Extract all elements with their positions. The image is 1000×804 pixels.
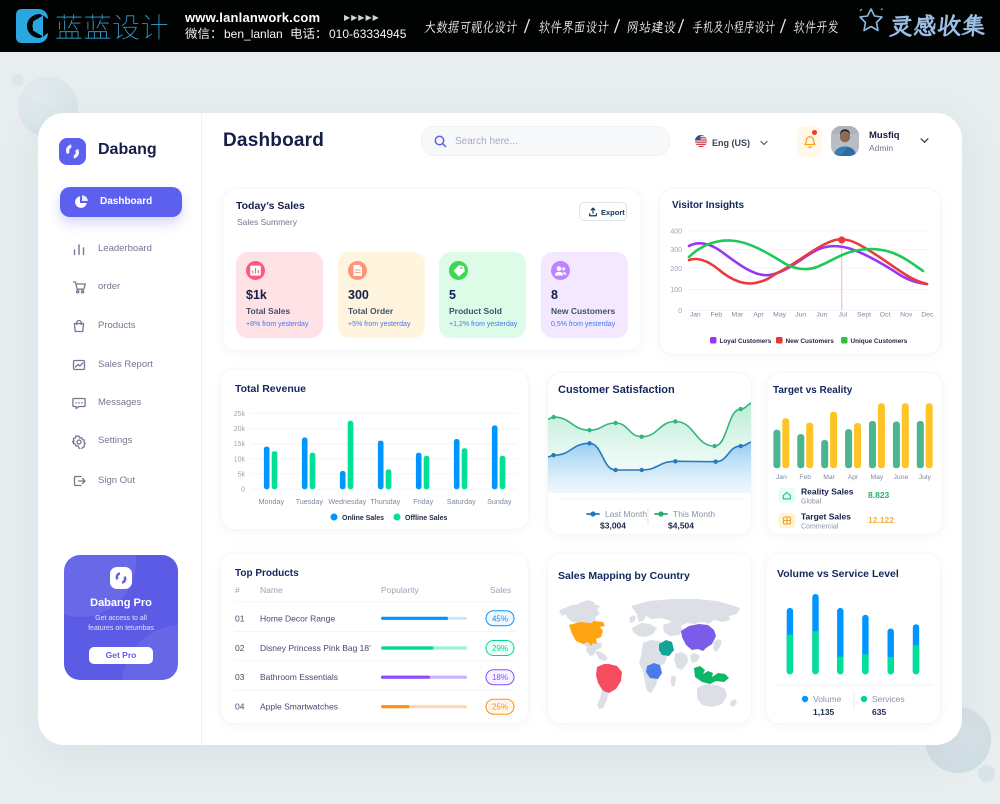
svg-text:#: # [235, 585, 240, 595]
svg-text:Apr: Apr [753, 312, 764, 319]
svg-text:May: May [773, 312, 786, 319]
svg-text:25%: 25% [492, 703, 508, 712]
svg-text:20k: 20k [234, 426, 246, 433]
svg-text:Services: Services [872, 694, 905, 704]
svg-text:Sales: Sales [490, 585, 511, 595]
svg-text:Monday: Monday [259, 497, 285, 506]
svg-text:Jan: Jan [690, 312, 701, 319]
svg-text:300: 300 [670, 247, 682, 254]
svg-text:Last Month: Last Month [605, 509, 647, 519]
svg-text:This Month: This Month [673, 509, 715, 519]
svg-text:Name: Name [260, 585, 283, 595]
svg-text:Target Sales: Target Sales [801, 512, 851, 522]
svg-text:Jun: Jun [795, 312, 806, 319]
svg-text:8.823: 8.823 [868, 490, 890, 500]
svg-text:Jul: Jul [839, 312, 848, 319]
svg-text:Jan: Jan [776, 474, 787, 481]
svg-text:1,135: 1,135 [813, 707, 835, 717]
svg-text:15k: 15k [234, 441, 246, 448]
svg-text:Home Decor Range: Home Decor Range [260, 613, 335, 623]
svg-text:New Customers: New Customers [786, 338, 835, 345]
svg-text:Commercial: Commercial [801, 524, 839, 531]
svg-text:29%: 29% [492, 644, 508, 653]
svg-text:Online Sales: Online Sales [342, 515, 384, 522]
svg-text:01: 01 [235, 613, 245, 623]
svg-text:18%: 18% [492, 673, 508, 682]
svg-text:Friday: Friday [413, 497, 433, 506]
svg-text:45%: 45% [492, 614, 508, 623]
svg-text:Disney Princess Pink Bag 18’: Disney Princess Pink Bag 18’ [260, 643, 371, 653]
svg-text:Nov: Nov [900, 312, 913, 319]
svg-text:Offline Sales: Offline Sales [405, 515, 448, 522]
svg-text:Sept: Sept [857, 312, 871, 319]
svg-text:25k: 25k [234, 411, 246, 418]
svg-text:Feb: Feb [799, 474, 811, 481]
svg-text:635: 635 [872, 707, 886, 717]
svg-text:5k: 5k [238, 471, 246, 478]
svg-text:Oct: Oct [880, 312, 891, 319]
svg-text:04: 04 [235, 702, 245, 712]
svg-text:Feb: Feb [710, 312, 722, 319]
svg-text:July: July [919, 474, 932, 481]
svg-text:Reality Sales: Reality Sales [801, 487, 854, 497]
svg-text:Mar: Mar [823, 474, 835, 481]
svg-text:Volume: Volume [813, 694, 842, 704]
svg-text:0: 0 [241, 487, 245, 494]
svg-text:Dec: Dec [921, 312, 934, 319]
svg-text:10k: 10k [234, 456, 246, 463]
svg-text:200: 200 [670, 266, 682, 273]
svg-text:Loyal Customers: Loyal Customers [720, 338, 772, 345]
svg-text:$4,504: $4,504 [668, 521, 694, 531]
svg-text:Mar: Mar [732, 312, 744, 319]
svg-text:May: May [870, 474, 883, 481]
svg-text:$3,004: $3,004 [600, 521, 626, 531]
svg-text:0: 0 [678, 308, 682, 315]
svg-text:June: June [894, 474, 909, 481]
svg-text:Apr: Apr [848, 474, 859, 481]
svg-text:Popularity: Popularity [381, 585, 420, 595]
svg-text:12.122: 12.122 [868, 515, 894, 525]
svg-text:100: 100 [670, 287, 682, 294]
svg-text:Global: Global [801, 499, 822, 506]
svg-text:Jun: Jun [816, 312, 827, 319]
svg-text:Tuesday: Tuesday [296, 497, 324, 506]
svg-text:400: 400 [670, 229, 682, 236]
svg-text:Apple Smartwatches: Apple Smartwatches [260, 702, 338, 712]
svg-text:Saturday: Saturday [447, 497, 476, 506]
svg-text:03: 03 [235, 672, 245, 682]
svg-text:Bathroom Essentials: Bathroom Essentials [260, 672, 338, 682]
svg-text:Wednesday: Wednesday [328, 497, 366, 506]
svg-text:Sunday: Sunday [487, 497, 512, 506]
svg-text:Unique Customers: Unique Customers [851, 338, 908, 345]
svg-text:Thursday: Thursday [370, 497, 400, 506]
svg-text:02: 02 [235, 643, 245, 653]
